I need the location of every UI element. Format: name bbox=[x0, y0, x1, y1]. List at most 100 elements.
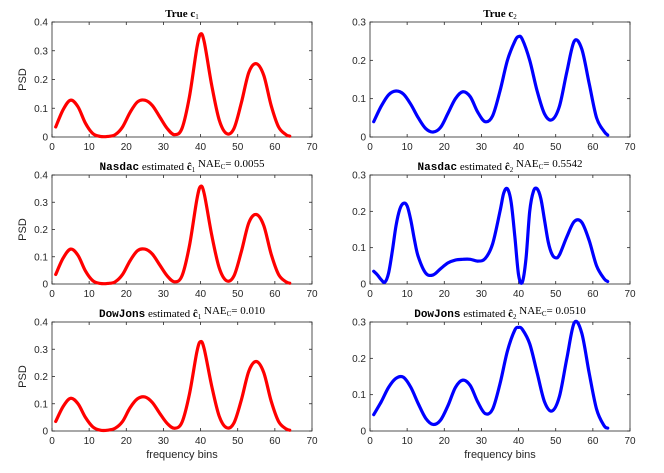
x-tick-label: 0 bbox=[367, 436, 373, 447]
series-line-c2 bbox=[372, 34, 610, 137]
y-tick-label: 0.4 bbox=[34, 18, 48, 29]
y-tick-label: 0.3 bbox=[34, 345, 48, 356]
x-tick-label: 0 bbox=[49, 289, 55, 300]
y-tick-label: 0.1 bbox=[34, 252, 48, 263]
chart-title: DowJons estimated ĉ2 NAEC= 0.0510 bbox=[414, 305, 586, 321]
x-tick-label: 70 bbox=[306, 436, 318, 447]
x-tick-label: 40 bbox=[195, 289, 207, 300]
y-tick-label: 0.2 bbox=[34, 225, 48, 236]
x-tick-label: 50 bbox=[550, 289, 562, 300]
y-tick-label: 0 bbox=[42, 427, 48, 438]
y-tick-label: 0.3 bbox=[352, 171, 366, 182]
axes-frame bbox=[51, 321, 313, 432]
chart-title: DowJons estimated ĉ1 NAEC= 0.010 bbox=[99, 305, 266, 321]
axes-frame bbox=[51, 21, 313, 138]
x-tick-label: 60 bbox=[269, 436, 281, 447]
chart-panel-4: 0 10 20 30 40 50 60 70 0 0.1 0.2 0.3 Nasdac estimate… bbox=[352, 158, 636, 300]
chart-title: True c2 bbox=[483, 8, 517, 21]
y-tick-label: 0 bbox=[360, 280, 366, 291]
x-tick-label: 10 bbox=[84, 142, 96, 153]
x-tick-label: 0 bbox=[367, 142, 373, 153]
chart-title: Nasdac estimated ĉ2 NAEC= 0.5542 bbox=[418, 158, 583, 174]
y-tick-label: 0.2 bbox=[352, 56, 366, 67]
y-tick-label: 0.1 bbox=[34, 104, 48, 115]
y-axis-label: PSD bbox=[17, 218, 29, 241]
chart-panel-5: 0 10 20 30 40 50 60 70 0 0.1 0.2 0.3 0.4 PSD frequency… bbox=[17, 305, 318, 461]
x-tick-label: 60 bbox=[587, 142, 599, 153]
chart-panel-1: 0 10 20 30 40 50 60 70 0 0.1 0.2 0.3 0.4 PSD True c1 bbox=[17, 8, 318, 153]
series-line-c1 bbox=[54, 32, 292, 139]
x-tick-label: 40 bbox=[513, 289, 525, 300]
chart-panel-3: 0 10 20 30 40 50 60 70 0 0.1 0.2 0.3 0.4 PSD Nasdac es… bbox=[17, 158, 318, 300]
x-tick-label: 70 bbox=[306, 289, 318, 300]
y-tick-label: 0 bbox=[360, 133, 366, 144]
series-line-nasdac-c1 bbox=[54, 184, 292, 286]
x-tick-label: 70 bbox=[624, 142, 636, 153]
x-tick-label: 30 bbox=[158, 289, 170, 300]
series-line-nasdac-c2 bbox=[372, 186, 610, 285]
x-axis-label: frequency bins bbox=[146, 449, 218, 461]
y-tick-label: 0.3 bbox=[34, 46, 48, 57]
x-tick-label: 60 bbox=[269, 142, 281, 153]
x-tick-label: 30 bbox=[476, 289, 488, 300]
x-tick-label: 0 bbox=[367, 289, 373, 300]
x-tick-label: 70 bbox=[306, 142, 318, 153]
y-tick-label: 0.3 bbox=[34, 198, 48, 209]
axes-frame bbox=[51, 174, 313, 285]
axes-frame bbox=[369, 174, 631, 285]
y-tick-label: 0 bbox=[42, 280, 48, 291]
x-tick-label: 40 bbox=[195, 436, 207, 447]
x-tick-label: 40 bbox=[195, 142, 207, 153]
x-axis-label: frequency bins bbox=[464, 449, 536, 461]
x-tick-label: 70 bbox=[624, 436, 636, 447]
x-tick-label: 40 bbox=[513, 436, 525, 447]
x-tick-label: 20 bbox=[439, 142, 451, 153]
y-tick-label: 0.4 bbox=[34, 318, 48, 329]
x-tick-label: 50 bbox=[232, 142, 244, 153]
x-tick-label: 50 bbox=[232, 436, 244, 447]
axes-frame bbox=[369, 21, 631, 138]
x-tick-label: 10 bbox=[402, 142, 414, 153]
y-tick-label: 0.1 bbox=[34, 399, 48, 410]
chart-panel-2: 0 10 20 30 40 50 60 70 0 0.1 0.2 0.3 True c2 bbox=[352, 8, 636, 153]
y-tick-label: 0 bbox=[360, 427, 366, 438]
y-tick-label: 0.3 bbox=[352, 318, 366, 329]
x-tick-label: 30 bbox=[158, 436, 170, 447]
chart-panel-6: 0 10 20 30 40 50 60 70 0 0.1 0.2 0.3 frequency bins D… bbox=[352, 305, 636, 461]
y-axis-label: PSD bbox=[17, 68, 29, 91]
x-tick-label: 40 bbox=[513, 142, 525, 153]
y-tick-label: 0.1 bbox=[352, 94, 366, 105]
y-tick-label: 0.2 bbox=[34, 75, 48, 86]
y-tick-label: 0.4 bbox=[34, 171, 48, 182]
x-tick-label: 10 bbox=[402, 289, 414, 300]
y-tick-label: 0.2 bbox=[352, 207, 366, 218]
axes-frame bbox=[369, 321, 631, 432]
y-tick-label: 0.2 bbox=[34, 372, 48, 383]
x-tick-label: 50 bbox=[550, 436, 562, 447]
y-tick-label: 0 bbox=[42, 133, 48, 144]
x-tick-label: 70 bbox=[624, 289, 636, 300]
x-tick-label: 60 bbox=[587, 436, 599, 447]
y-tick-label: 0.1 bbox=[352, 390, 366, 401]
x-tick-label: 10 bbox=[402, 436, 414, 447]
x-tick-label: 30 bbox=[476, 436, 488, 447]
x-tick-label: 20 bbox=[121, 436, 133, 447]
x-tick-label: 0 bbox=[49, 436, 55, 447]
y-tick-label: 0.3 bbox=[352, 18, 366, 29]
y-tick-label: 0.1 bbox=[352, 243, 366, 254]
series-line-dowjons-c1 bbox=[54, 339, 292, 433]
x-tick-label: 10 bbox=[84, 436, 96, 447]
x-tick-label: 60 bbox=[587, 289, 599, 300]
x-tick-label: 20 bbox=[439, 436, 451, 447]
x-tick-label: 20 bbox=[121, 289, 133, 300]
x-tick-label: 50 bbox=[550, 142, 562, 153]
chart-title: True c1 bbox=[165, 8, 199, 21]
x-tick-label: 30 bbox=[158, 142, 170, 153]
series-line-dowjons-c2 bbox=[372, 319, 610, 430]
y-tick-label: 0.2 bbox=[352, 354, 366, 365]
y-axis-label: PSD bbox=[17, 365, 29, 388]
x-tick-label: 10 bbox=[84, 289, 96, 300]
x-tick-label: 30 bbox=[476, 142, 488, 153]
x-tick-label: 20 bbox=[439, 289, 451, 300]
